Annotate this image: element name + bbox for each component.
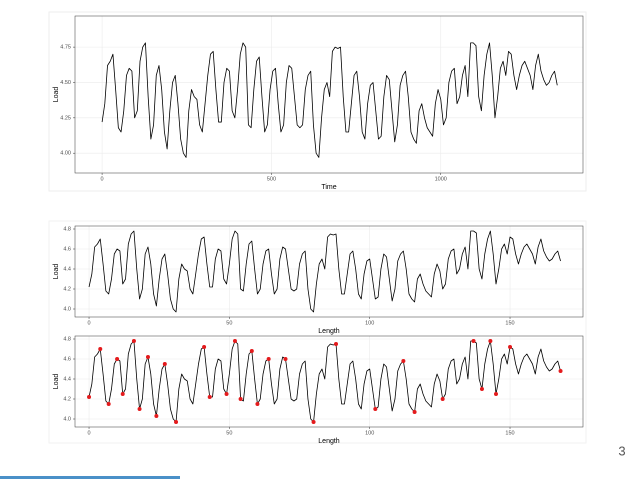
point xyxy=(162,362,167,366)
x-axis-title: Length xyxy=(318,438,340,445)
point xyxy=(440,397,445,401)
point xyxy=(412,410,417,414)
point xyxy=(174,420,179,424)
y-tick-label: 4.4 xyxy=(63,376,71,382)
point xyxy=(154,414,159,418)
point xyxy=(98,347,103,351)
point xyxy=(202,345,207,349)
x-tick-label: 100 xyxy=(365,430,374,436)
point xyxy=(249,349,254,353)
series-line xyxy=(101,42,558,158)
point xyxy=(283,357,288,361)
point xyxy=(255,402,260,406)
y-tick-label: 4.50 xyxy=(60,80,71,86)
y-tick-label: 4.8 xyxy=(63,226,71,232)
y-tick-label: 4.2 xyxy=(63,286,71,292)
point xyxy=(373,407,378,411)
x-tick-label: 50 xyxy=(226,430,232,436)
x-tick-label: 0 xyxy=(88,430,91,436)
point xyxy=(471,339,476,343)
y-tick-label: 4.8 xyxy=(63,336,71,342)
x-axis-title: Time xyxy=(321,184,336,191)
y-tick-label: 4.25 xyxy=(60,115,71,121)
point xyxy=(238,397,243,401)
y-tick-label: 4.0 xyxy=(63,306,71,312)
y-axis-title: Load xyxy=(53,374,60,390)
point xyxy=(488,339,493,343)
point xyxy=(493,392,498,396)
point xyxy=(558,369,563,373)
point xyxy=(334,342,339,346)
point xyxy=(106,402,111,406)
x-tick-label: 0 xyxy=(88,320,91,326)
point xyxy=(145,355,150,359)
point xyxy=(207,395,212,399)
point xyxy=(401,359,406,363)
point xyxy=(115,357,120,361)
point xyxy=(508,345,513,349)
y-axis-title: Load xyxy=(53,87,60,103)
x-tick-label: 500 xyxy=(267,176,276,182)
series-line xyxy=(88,230,561,313)
point xyxy=(311,420,316,424)
x-tick-label: 100 xyxy=(365,320,374,326)
x-tick-label: 50 xyxy=(226,320,232,326)
point xyxy=(479,387,484,391)
panel-border xyxy=(74,225,584,318)
progress-bar xyxy=(0,476,180,479)
y-tick-label: 4.6 xyxy=(63,356,71,362)
page-number: 3 xyxy=(618,443,625,458)
y-tick-label: 4.00 xyxy=(60,151,71,157)
y-tick-label: 4.2 xyxy=(63,396,71,402)
x-tick-label: 150 xyxy=(505,320,514,326)
panel-border xyxy=(74,335,584,428)
point xyxy=(224,392,229,396)
point xyxy=(120,392,125,396)
point xyxy=(137,407,142,411)
y-tick-label: 4.0 xyxy=(63,416,71,422)
y-tick-label: 4.4 xyxy=(63,266,71,272)
y-tick-label: 4.6 xyxy=(63,246,71,252)
point xyxy=(131,339,136,343)
x-tick-label: 0 xyxy=(101,176,104,182)
panel-border xyxy=(74,15,584,174)
x-tick-label: 150 xyxy=(505,430,514,436)
point xyxy=(87,395,92,399)
x-axis-title: Length xyxy=(318,328,340,335)
x-tick-label: 1000 xyxy=(435,176,447,182)
point xyxy=(266,357,271,361)
y-tick-label: 4.75 xyxy=(60,45,71,51)
y-axis-title: Load xyxy=(53,264,60,280)
point xyxy=(232,339,237,343)
